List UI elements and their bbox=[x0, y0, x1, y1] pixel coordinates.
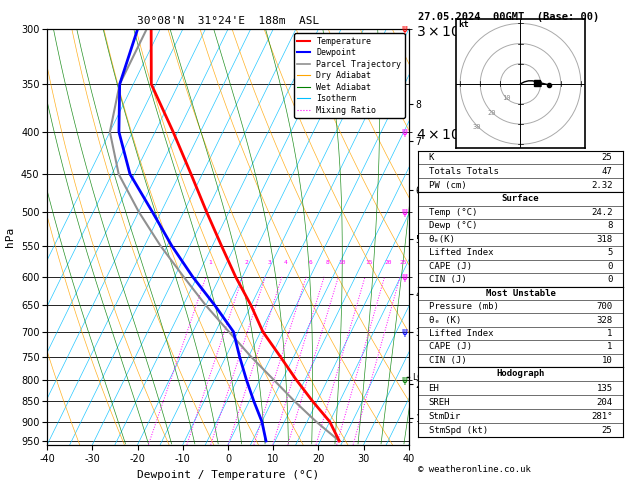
Text: Hodograph: Hodograph bbox=[496, 369, 545, 379]
Text: ψ: ψ bbox=[401, 327, 408, 337]
Text: 1: 1 bbox=[607, 342, 613, 351]
Text: CAPE (J): CAPE (J) bbox=[428, 262, 472, 271]
Text: Temp (°C): Temp (°C) bbox=[428, 208, 477, 217]
Text: 3: 3 bbox=[267, 260, 271, 265]
Text: 24.2: 24.2 bbox=[591, 208, 613, 217]
Text: 30: 30 bbox=[473, 124, 481, 130]
Text: 2.32: 2.32 bbox=[591, 181, 613, 190]
Text: CAPE (J): CAPE (J) bbox=[428, 342, 472, 351]
X-axis label: Dewpoint / Temperature (°C): Dewpoint / Temperature (°C) bbox=[137, 470, 319, 480]
Text: 25: 25 bbox=[602, 153, 613, 162]
Text: LCL: LCL bbox=[413, 373, 428, 382]
Text: 5: 5 bbox=[607, 248, 613, 258]
Text: 135: 135 bbox=[596, 383, 613, 393]
Text: 20: 20 bbox=[384, 260, 392, 265]
Text: ψ: ψ bbox=[401, 207, 408, 217]
Text: 1: 1 bbox=[607, 329, 613, 338]
Text: SREH: SREH bbox=[428, 398, 450, 407]
Text: 281°: 281° bbox=[591, 412, 613, 421]
Text: 8: 8 bbox=[607, 221, 613, 230]
Text: Dewp (°C): Dewp (°C) bbox=[428, 221, 477, 230]
Text: 318: 318 bbox=[596, 235, 613, 244]
Text: Pressure (mb): Pressure (mb) bbox=[428, 302, 498, 312]
Text: 47: 47 bbox=[602, 167, 613, 176]
Text: 20: 20 bbox=[487, 110, 496, 116]
Text: 4: 4 bbox=[284, 260, 287, 265]
Text: 25: 25 bbox=[400, 260, 407, 265]
Text: CIN (J): CIN (J) bbox=[428, 276, 466, 284]
Text: PW (cm): PW (cm) bbox=[428, 181, 466, 190]
Text: Most Unstable: Most Unstable bbox=[486, 289, 555, 298]
Text: EH: EH bbox=[428, 383, 439, 393]
Text: K: K bbox=[428, 153, 434, 162]
Text: StmSpd (kt): StmSpd (kt) bbox=[428, 426, 487, 435]
Text: 2: 2 bbox=[245, 260, 248, 265]
Title: 30°08'N  31°24'E  188m  ASL: 30°08'N 31°24'E 188m ASL bbox=[137, 16, 319, 26]
Text: kt: kt bbox=[458, 20, 469, 30]
Text: 204: 204 bbox=[596, 398, 613, 407]
Text: © weatheronline.co.uk: © weatheronline.co.uk bbox=[418, 465, 531, 474]
Text: 8: 8 bbox=[326, 260, 330, 265]
Y-axis label: km
ASL: km ASL bbox=[478, 226, 496, 248]
Text: 10: 10 bbox=[602, 356, 613, 365]
Text: θₑ (K): θₑ (K) bbox=[428, 315, 461, 325]
Y-axis label: hPa: hPa bbox=[6, 227, 15, 247]
Text: StmDir: StmDir bbox=[428, 412, 461, 421]
Text: 10: 10 bbox=[338, 260, 346, 265]
Text: 328: 328 bbox=[596, 315, 613, 325]
Text: Lifted Index: Lifted Index bbox=[428, 248, 493, 258]
Text: CIN (J): CIN (J) bbox=[428, 356, 466, 365]
Text: Lifted Index: Lifted Index bbox=[428, 329, 493, 338]
Text: ψ: ψ bbox=[401, 272, 408, 282]
Text: 25: 25 bbox=[602, 426, 613, 435]
Text: 6: 6 bbox=[308, 260, 312, 265]
Text: 27.05.2024  00GMT  (Base: 00): 27.05.2024 00GMT (Base: 00) bbox=[418, 12, 599, 22]
Text: ψ: ψ bbox=[401, 24, 408, 34]
Text: 700: 700 bbox=[596, 302, 613, 312]
Text: ψ: ψ bbox=[401, 375, 408, 384]
Text: 0: 0 bbox=[607, 262, 613, 271]
Text: Totals Totals: Totals Totals bbox=[428, 167, 498, 176]
Text: 0: 0 bbox=[607, 276, 613, 284]
Text: 1: 1 bbox=[208, 260, 212, 265]
Text: Surface: Surface bbox=[502, 194, 539, 203]
Text: θₑ(K): θₑ(K) bbox=[428, 235, 455, 244]
Text: ψ: ψ bbox=[401, 127, 408, 137]
Legend: Temperature, Dewpoint, Parcel Trajectory, Dry Adiabat, Wet Adiabat, Isotherm, Mi: Temperature, Dewpoint, Parcel Trajectory… bbox=[294, 34, 404, 118]
Text: 10: 10 bbox=[502, 95, 510, 101]
Text: 15: 15 bbox=[365, 260, 372, 265]
